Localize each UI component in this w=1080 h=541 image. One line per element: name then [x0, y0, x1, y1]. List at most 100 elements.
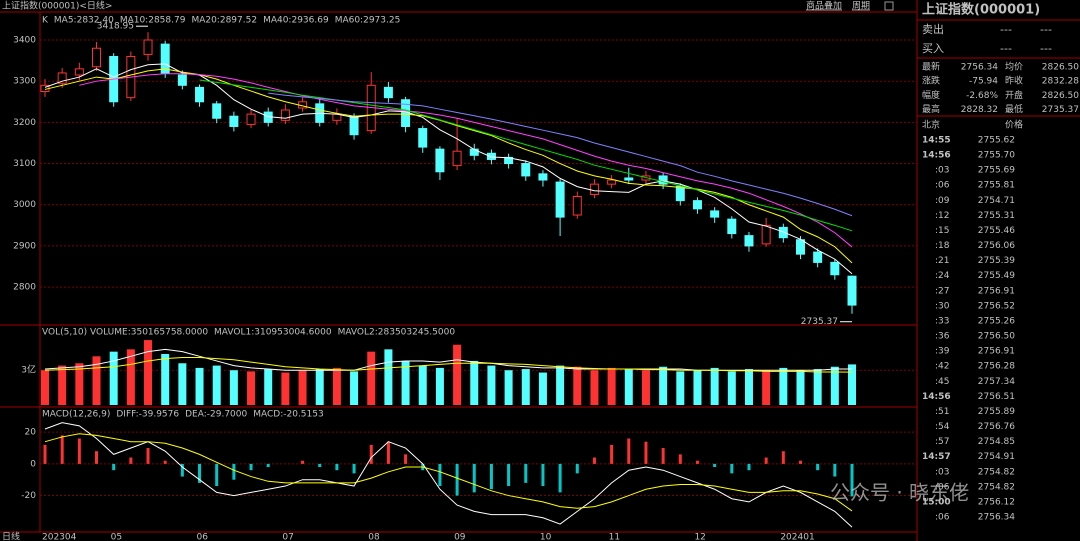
trade-price: 2756.52 [978, 301, 1015, 311]
macd-bar [318, 463, 322, 468]
trade-price: 2754.71 [978, 196, 1015, 206]
volume-bar [178, 363, 187, 405]
y-tick-label: 3400 [13, 36, 36, 46]
candle-body [624, 177, 634, 181]
trade-time: :03 [935, 467, 949, 477]
candle-body [813, 251, 823, 263]
quote-value: -75.94 [969, 77, 998, 87]
volume-bar [624, 369, 633, 405]
panel-title: 上证指数(000001) [922, 2, 1040, 18]
annotation: 2735.37 [801, 317, 838, 327]
trade-price: 2755.62 [978, 136, 1015, 146]
trade-price: 2755.39 [978, 256, 1015, 266]
macd-bar [713, 463, 717, 468]
macd-bar [541, 463, 545, 487]
link[interactable]: 商品叠加 [806, 0, 842, 12]
macd-bar [455, 463, 459, 496]
x-tick-label: 202401 [780, 533, 814, 541]
legend-entry: MAVOL1:310953004.6000 [214, 328, 332, 338]
candle-body [92, 47, 102, 68]
legend-entry: MAVOL2:283503245.5000 [338, 328, 456, 338]
volume-bar [229, 370, 238, 405]
trade-price: 2756.51 [978, 392, 1015, 402]
volume-bar [418, 365, 427, 405]
x-tick-label: 08 [368, 533, 380, 541]
trade-time: 14:57 [922, 452, 951, 462]
trade-price: 2756.34 [978, 513, 1015, 523]
macd-bar [592, 457, 596, 464]
trade-time: 15:00 [922, 497, 951, 507]
trade-price: 2755.31 [978, 211, 1015, 221]
order-label: 卖出 [922, 22, 944, 36]
candle-body [160, 43, 170, 74]
trade-price: 2755.70 [978, 151, 1015, 161]
macd-bar [798, 460, 802, 464]
volume-bar [144, 340, 153, 405]
quote-value: -2.68% [966, 91, 998, 101]
candle-body [778, 226, 788, 239]
x-tick-label: 06 [197, 533, 209, 541]
volume-bar [521, 369, 530, 405]
ma-line [44, 68, 853, 264]
volume-bar [796, 370, 805, 405]
volume-bar [641, 370, 650, 405]
trade-time: :09 [935, 196, 950, 206]
candle-body [57, 72, 67, 84]
icon[interactable] [884, 1, 894, 11]
volume-bar [401, 360, 410, 405]
legend-entry: DIFF:-39.9576 [116, 410, 179, 420]
macd-line [44, 422, 853, 528]
volume-bar [315, 369, 324, 405]
volume-bar [590, 370, 599, 405]
candle-body [538, 173, 548, 181]
volume-bar [350, 371, 359, 405]
candle-body [589, 183, 599, 195]
trade-time: :57 [935, 437, 949, 447]
trade-time: :06 [935, 482, 950, 492]
link[interactable]: 周期 [852, 1, 870, 12]
volume-bar [556, 365, 565, 405]
order-value: --- [1040, 42, 1052, 55]
trades-header: 北京 [922, 119, 940, 131]
y-tick-label: 0 [30, 459, 36, 469]
trade-time: :39 [935, 347, 950, 357]
macd-bar [386, 441, 390, 464]
candle-body [349, 115, 359, 136]
watermark: 公众号 · 晓东佬 [830, 481, 969, 505]
macd-bar [129, 457, 133, 464]
y-tick-label: 3300 [13, 77, 36, 87]
macd-bar [524, 463, 528, 483]
quote-value: 2735.37 [1042, 105, 1079, 115]
candle-body [74, 68, 84, 76]
quote-label: 最低 [1005, 103, 1023, 115]
candle-body [452, 150, 462, 167]
macd-bar [60, 435, 64, 464]
order-value: --- [1000, 42, 1012, 55]
mavol-line [44, 356, 853, 373]
macd-bar [644, 441, 648, 464]
macd-bar [781, 451, 785, 464]
order-label: 买入 [922, 42, 944, 55]
candle-body [710, 210, 720, 218]
volume-bar [693, 370, 702, 405]
trade-price: 2754.85 [978, 437, 1015, 447]
volume-bar [332, 367, 341, 405]
candle-body [727, 218, 737, 235]
macd-bar [730, 463, 734, 474]
volume-bar [744, 369, 753, 405]
y-tick-label: 3200 [13, 118, 36, 128]
macd-bar [575, 463, 579, 474]
trade-time: :06 [935, 513, 950, 523]
quote-label: 最高 [922, 103, 940, 115]
trade-time: :54 [935, 422, 950, 432]
quote-value: 2756.34 [961, 63, 998, 73]
volume-bar [813, 369, 822, 405]
macd-bar [266, 463, 270, 468]
candle-body [675, 185, 685, 202]
trade-price: 2755.81 [978, 181, 1015, 191]
candle-body [572, 196, 582, 216]
x-tick-label: 12 [694, 533, 705, 541]
legend-entry: MA60:2973.25 [335, 16, 401, 26]
candle-body [486, 152, 496, 160]
candle-body [195, 86, 205, 103]
